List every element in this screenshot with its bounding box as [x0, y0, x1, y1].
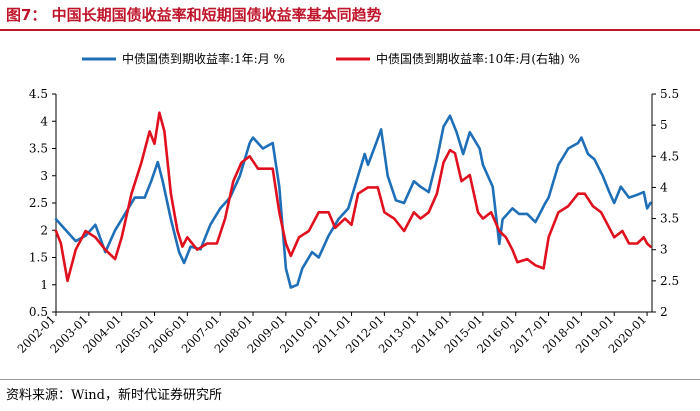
footer-divider — [0, 379, 700, 380]
chart-series — [54, 111, 652, 289]
y-left-tick-label: 3.5 — [29, 142, 48, 156]
figure-header: 图7： 中国长期国债收益率和短期国债收益率基本同趋势 — [0, 0, 700, 31]
y-right-tick-label: 4.5 — [660, 149, 679, 163]
y-right-tick-label: 2.5 — [660, 274, 679, 288]
title-divider — [0, 29, 700, 31]
series-line-1y — [54, 114, 652, 289]
y-left-tick-label: 4.5 — [29, 87, 48, 101]
source-note: 资料来源：Wind，新时代证券研究所 — [6, 388, 222, 403]
y-left-tick-label: 0.5 — [29, 305, 48, 319]
y-right-tick-label: 3.5 — [660, 212, 679, 226]
line-chart: 中债国债到期收益率:1年:月 % 中债国债到期收益率:10年:月(右轴) % 0.… — [14, 51, 679, 356]
y-left-tick-label: 1 — [40, 278, 48, 292]
y-right-tick-label: 5.5 — [660, 87, 679, 101]
series-line-10y — [54, 111, 652, 283]
y-right-tick-label: 4 — [660, 180, 668, 194]
y-right-tick-label: 2 — [660, 305, 668, 319]
y-left-tick-label: 2.5 — [29, 196, 48, 210]
legend-item-10y-label: 中债国债到期收益率:10年:月(右轴) % — [376, 51, 580, 66]
y-right-tick-label: 5 — [660, 118, 668, 132]
y-left-tick-label: 1.5 — [29, 251, 48, 265]
y-left-tick-label: 3 — [40, 169, 48, 183]
figure-title: 图7： 中国长期国债收益率和短期国债收益率基本同趋势 — [6, 6, 382, 24]
y-left-tick-label: 2 — [40, 223, 48, 237]
chart-legend: 中债国债到期收益率:1年:月 % 中债国债到期收益率:10年:月(右轴) % — [82, 51, 580, 66]
legend-item-1y-label: 中债国债到期收益率:1年:月 % — [122, 51, 285, 66]
y-left-tick-label: 4 — [40, 114, 48, 128]
y-right-tick-label: 3 — [660, 243, 668, 257]
